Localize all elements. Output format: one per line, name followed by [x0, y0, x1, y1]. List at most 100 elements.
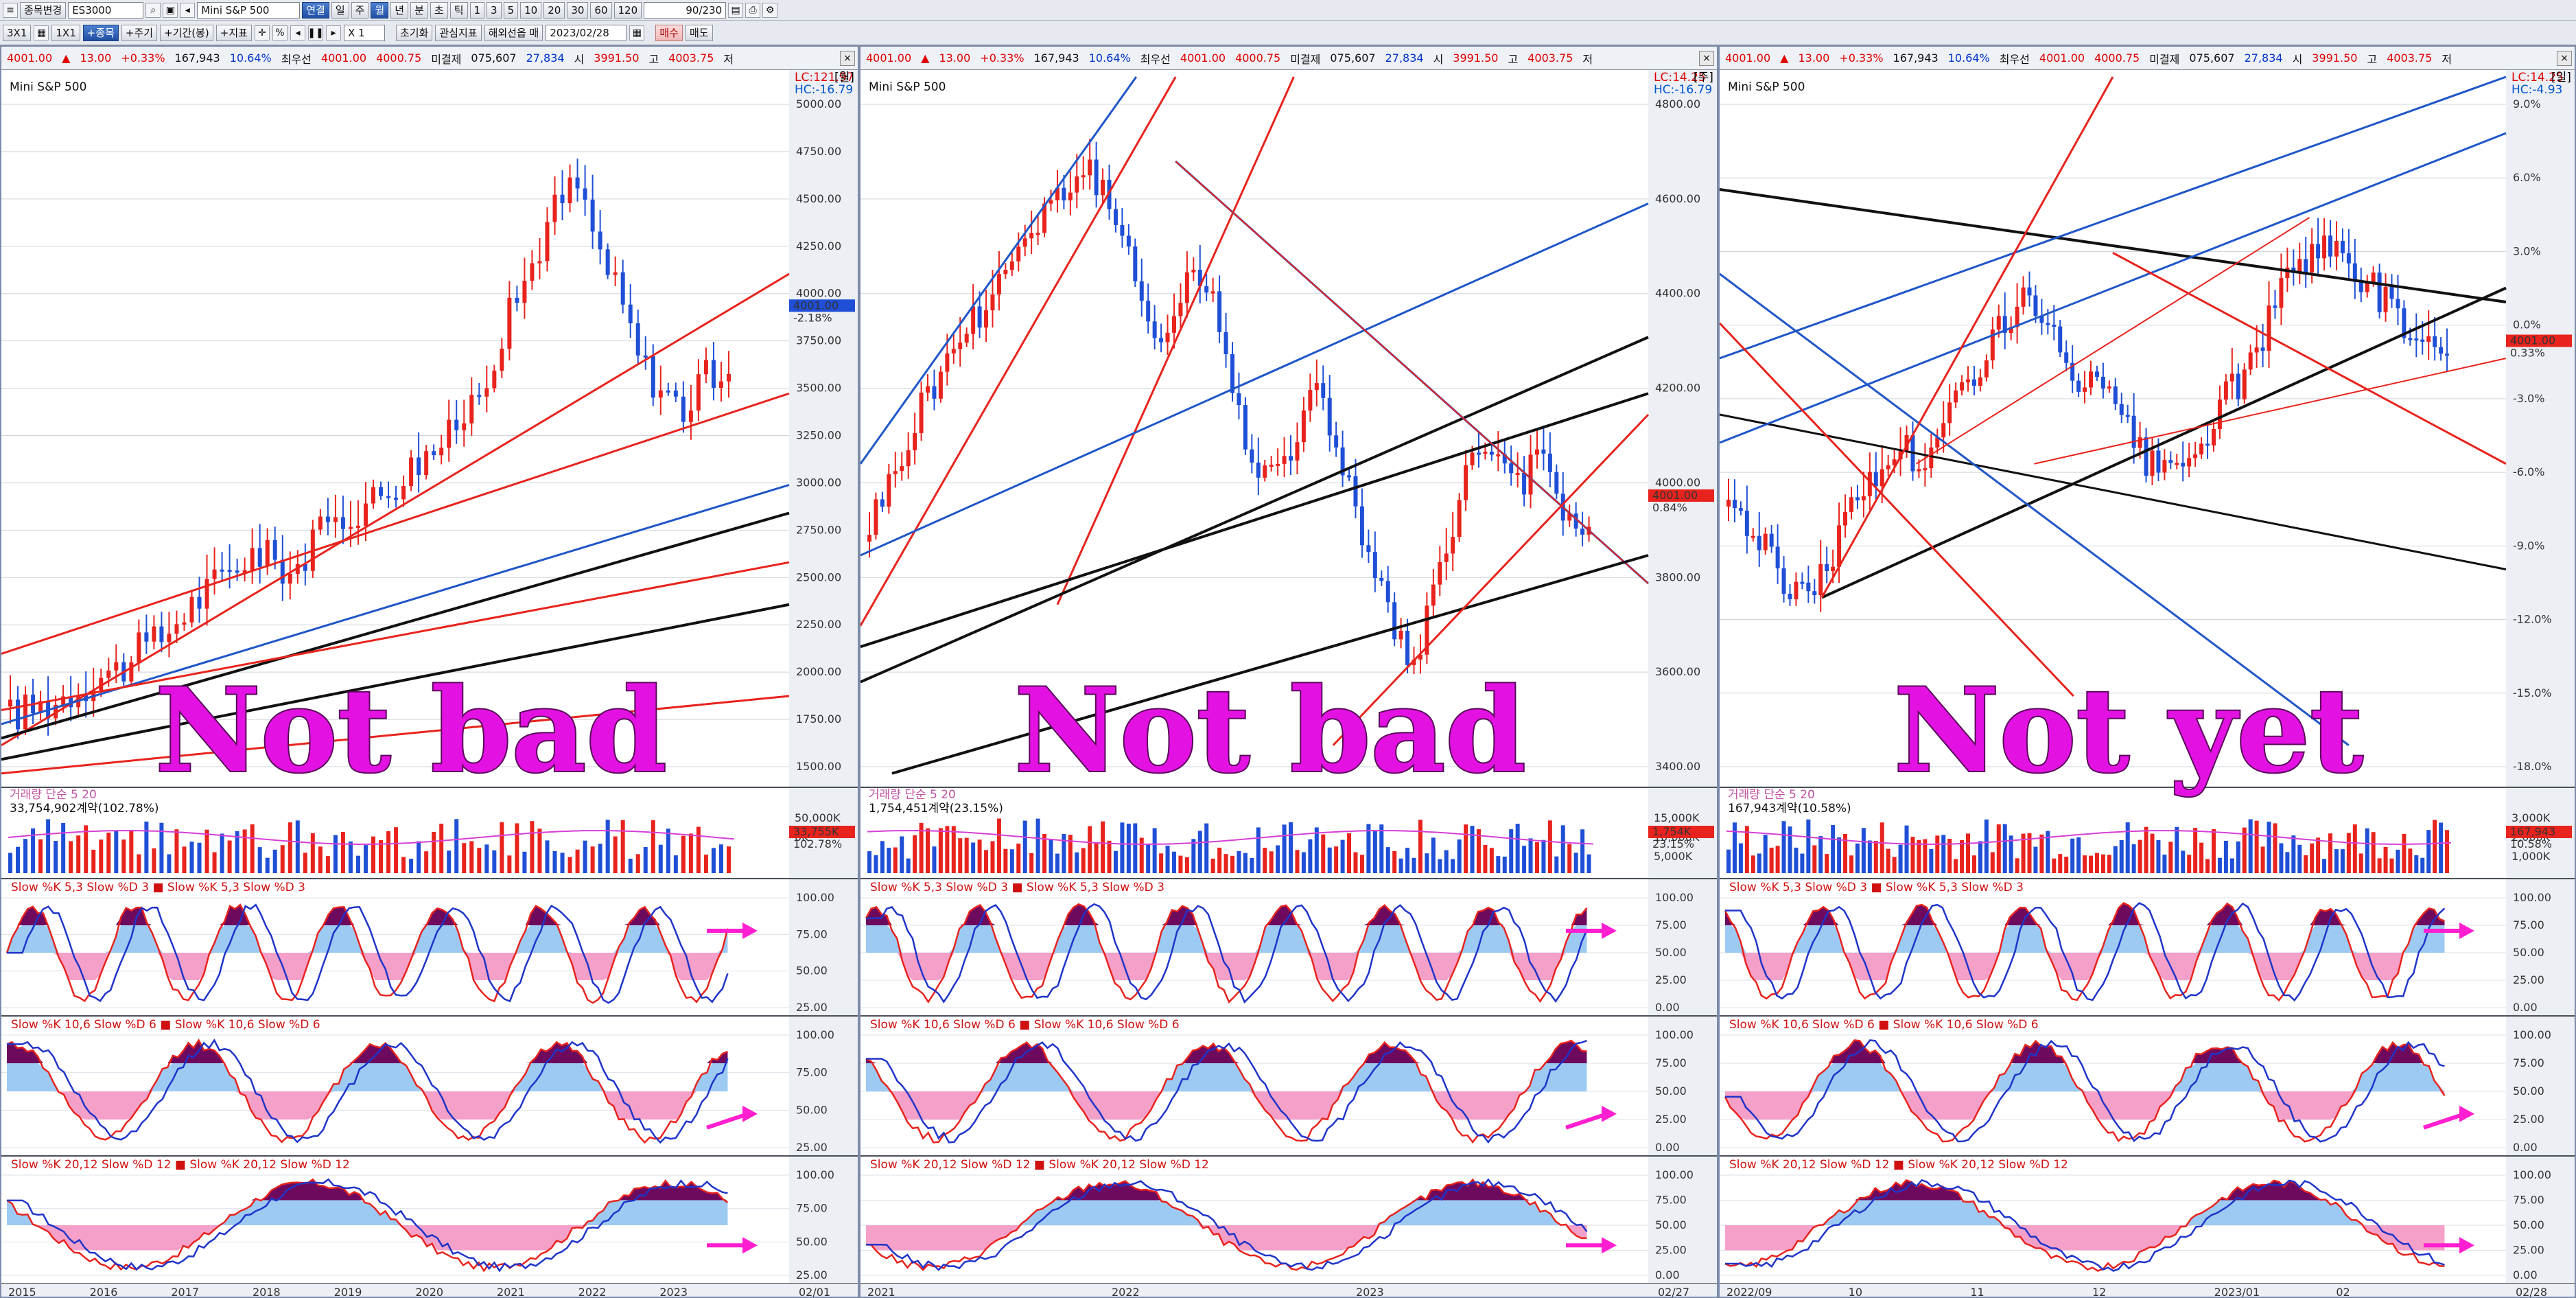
period-tick-button[interactable]: 틱	[449, 1, 468, 19]
zoom-select[interactable]: X 1	[343, 24, 385, 41]
volume-bars	[8, 819, 731, 873]
calendar-icon[interactable]: ▦	[629, 25, 645, 40]
candle-body	[2236, 373, 2240, 399]
candle-body	[469, 395, 474, 424]
candle-body	[1159, 338, 1164, 343]
lc-label: LC:14.25	[1654, 71, 1706, 84]
close-pane-icon[interactable]: ×	[2557, 51, 2572, 66]
candle-body	[1392, 602, 1397, 640]
quote-oi-change: 27,834	[2244, 51, 2283, 65]
symbol-code-field[interactable]: ES3000	[68, 1, 144, 19]
volume-bar	[1880, 822, 1884, 873]
candle-body	[2027, 287, 2032, 296]
candle-body	[867, 535, 871, 542]
interval-30-button[interactable]: 30	[567, 1, 589, 19]
volume-bar	[2316, 837, 2321, 873]
oscillator-tick-label: 75.00	[1655, 1056, 1687, 1069]
candle-body	[1978, 377, 1982, 386]
interval-20-button[interactable]: 20	[543, 1, 565, 19]
best-label: 최우선	[1140, 52, 1171, 66]
chart-canvas[interactable]: 5000.00 4750.00 4500.00 4250.00 4000.00 3750.…	[1, 70, 858, 1298]
volume-bar	[1451, 859, 1455, 873]
add-item-button[interactable]: +종목	[82, 24, 119, 41]
volume-bar	[2389, 858, 2394, 873]
lock-icon[interactable]: ▣	[163, 2, 178, 18]
chart-pane-weekly[interactable]: 4001.00 ▲ 13.00 +0.33% 167,943 10.64% 최우선 4001.…	[859, 45, 1718, 1298]
chart-canvas[interactable]: 4800.00 4600.00 4400.00 4200.00 4000.00 3800.…	[860, 70, 1717, 1298]
interval-5-button[interactable]: 5	[503, 1, 519, 19]
interval-1-button[interactable]: 1	[469, 1, 485, 19]
volume-bar	[1947, 839, 1952, 873]
interval-120-button[interactable]: 120	[613, 1, 642, 19]
chart-pane-daily[interactable]: 4001.00 ▲ 13.00 +0.33% 167,943 10.64% 최우선 4001.…	[1718, 45, 2576, 1298]
candle-body	[129, 662, 134, 682]
sell-button[interactable]: 매도	[685, 24, 713, 41]
open-label: 시	[2292, 52, 2303, 66]
overseas-futures-button[interactable]: 해외선옵 매	[484, 24, 543, 41]
oscillator-tick-label: 100.00	[2513, 1168, 2551, 1181]
close-pane-icon[interactable]: ×	[1699, 51, 1714, 66]
search-icon[interactable]: ⌕	[145, 2, 161, 18]
percent-icon[interactable]: %	[272, 25, 288, 40]
candle-body	[454, 419, 459, 430]
link-button[interactable]: 연결	[302, 1, 329, 19]
candle-body	[1935, 437, 1940, 448]
add-indicator-button[interactable]: +지표	[215, 24, 252, 41]
step-back-icon[interactable]: ◂	[290, 25, 305, 40]
hc-label: HC:-16.79	[1654, 83, 1712, 97]
close-pane-icon[interactable]: ×	[840, 51, 855, 66]
menu-icon[interactable]: ≡	[3, 2, 18, 18]
chart-canvas[interactable]: 9.0% 6.0% 3.0% 0.0% -3.0% -6.0% -9.0% -12.0% -15…	[1720, 70, 2575, 1298]
volume-bar	[1237, 850, 1241, 873]
period-year-button[interactable]: 년	[390, 1, 409, 19]
candle-body	[913, 432, 917, 451]
volume-bar	[1210, 858, 1215, 873]
oscillator-tick-label: 50.00	[1655, 1085, 1687, 1098]
step-forward-icon[interactable]: ▸	[325, 25, 341, 40]
candle-body	[1165, 332, 1170, 343]
period-month-button[interactable]: 월	[371, 1, 389, 19]
overbought-fill	[1725, 1040, 2445, 1063]
candle-body	[1295, 442, 1300, 461]
add-period-button[interactable]: +주기	[121, 24, 158, 41]
value-axis	[2506, 70, 2575, 1297]
gear-icon[interactable]: ⚙	[762, 2, 778, 18]
period-second-button[interactable]: 초	[430, 1, 448, 19]
candle-body	[363, 503, 368, 526]
layout-1x1-button[interactable]: 1X1	[51, 24, 80, 41]
volume-bar	[1837, 837, 1842, 873]
period-week-button[interactable]: 주	[351, 1, 369, 19]
oversold-fill	[866, 1225, 1587, 1251]
candle-body	[2223, 381, 2228, 400]
volume-bar	[1133, 823, 1138, 873]
date-field[interactable]: 2023/02/28	[546, 24, 627, 41]
volume-tick-label: 15,000K	[1654, 811, 1700, 824]
period-minute-button[interactable]: 분	[410, 1, 428, 19]
pause-icon[interactable]: ❚❚	[307, 25, 324, 40]
crosshair-icon[interactable]: ✛	[254, 25, 270, 40]
add-range-button[interactable]: +기간(봉)	[160, 24, 213, 41]
buy-button[interactable]: 매수	[655, 24, 683, 41]
interval-3-button[interactable]: 3	[487, 1, 502, 19]
volume-bar	[432, 831, 436, 873]
bar-count-field[interactable]: 90/230	[644, 1, 727, 19]
volume-bar	[900, 836, 904, 873]
interval-60-button[interactable]: 60	[590, 1, 612, 19]
symbol-change-button[interactable]: 종목변경	[20, 1, 67, 19]
candle-body	[2150, 450, 2155, 476]
candle-body	[2193, 454, 2198, 459]
volume-bar	[2205, 859, 2210, 873]
interval-10-button[interactable]: 10	[520, 1, 542, 19]
candle-body	[1022, 238, 1027, 247]
reset-button[interactable]: 초기화	[395, 24, 433, 41]
print-icon[interactable]: ⎙	[745, 2, 761, 18]
speaker-icon[interactable]: ◂	[180, 2, 196, 18]
layout-3x1-button[interactable]: 3X1	[3, 24, 32, 41]
candle-body	[1509, 463, 1514, 474]
chart-pane-monthly[interactable]: 4001.00 ▲ 13.00 +0.33% 167,943 10.64% 최우선 4001.…	[0, 45, 859, 1298]
volume-bar	[1849, 855, 1853, 873]
save-icon[interactable]: ▤	[728, 2, 744, 18]
grid-icon[interactable]: ▦	[34, 25, 49, 40]
period-day-button[interactable]: 일	[331, 1, 349, 19]
watch-indicator-button[interactable]: 관심지표	[435, 24, 482, 41]
